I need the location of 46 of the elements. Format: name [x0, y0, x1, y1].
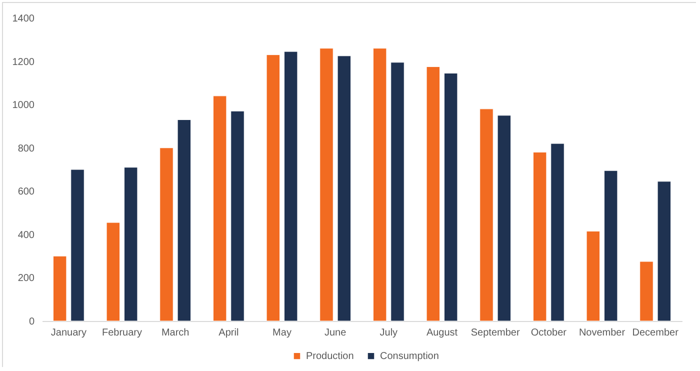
x-tick-label: May [272, 328, 292, 338]
bar [497, 115, 512, 322]
legend-label: Production [306, 351, 354, 362]
bar [426, 66, 440, 322]
bar [106, 222, 120, 322]
bar [320, 48, 334, 322]
bar [640, 261, 654, 322]
y-tick-label: 1200 [12, 56, 35, 68]
bar [212, 96, 227, 322]
x-tick-label: August [426, 328, 458, 338]
bar [52, 256, 67, 322]
bar [657, 181, 672, 322]
legend-label: Consumption [380, 351, 439, 362]
x-tick-label: June [324, 328, 347, 338]
bar [70, 169, 84, 322]
y-tick-label: 1000 [12, 100, 35, 112]
x-tick-label: September [470, 328, 520, 338]
y-tick-label: 600 [18, 186, 35, 198]
x-tick-label: November [578, 328, 626, 338]
bar [372, 48, 387, 322]
bar [550, 143, 564, 322]
bar [284, 51, 298, 322]
bar [124, 167, 138, 322]
x-tick-label: December [632, 328, 680, 338]
bar [444, 72, 458, 322]
y-tick-label: 800 [18, 143, 35, 154]
y-tick-label: 400 [18, 230, 35, 241]
y-tick-label: 1400 [12, 14, 35, 24]
bar [230, 110, 244, 322]
bar [586, 230, 600, 322]
bar [480, 108, 494, 322]
x-tick-label: July [380, 328, 398, 338]
bar [337, 56, 352, 322]
x-tick-label: February [102, 328, 142, 338]
x-tick-label: October [530, 328, 568, 338]
bar [266, 54, 280, 322]
x-tick-label: March [161, 328, 190, 338]
bar [160, 148, 174, 322]
bar [604, 170, 618, 322]
bar [177, 119, 192, 322]
bar [532, 152, 547, 322]
x-tick-label: January [50, 328, 86, 338]
y-tick-label: 0 [28, 316, 35, 328]
x-tick-label: April [218, 328, 239, 338]
bar [390, 62, 404, 322]
y-tick-label: 200 [18, 273, 35, 284]
